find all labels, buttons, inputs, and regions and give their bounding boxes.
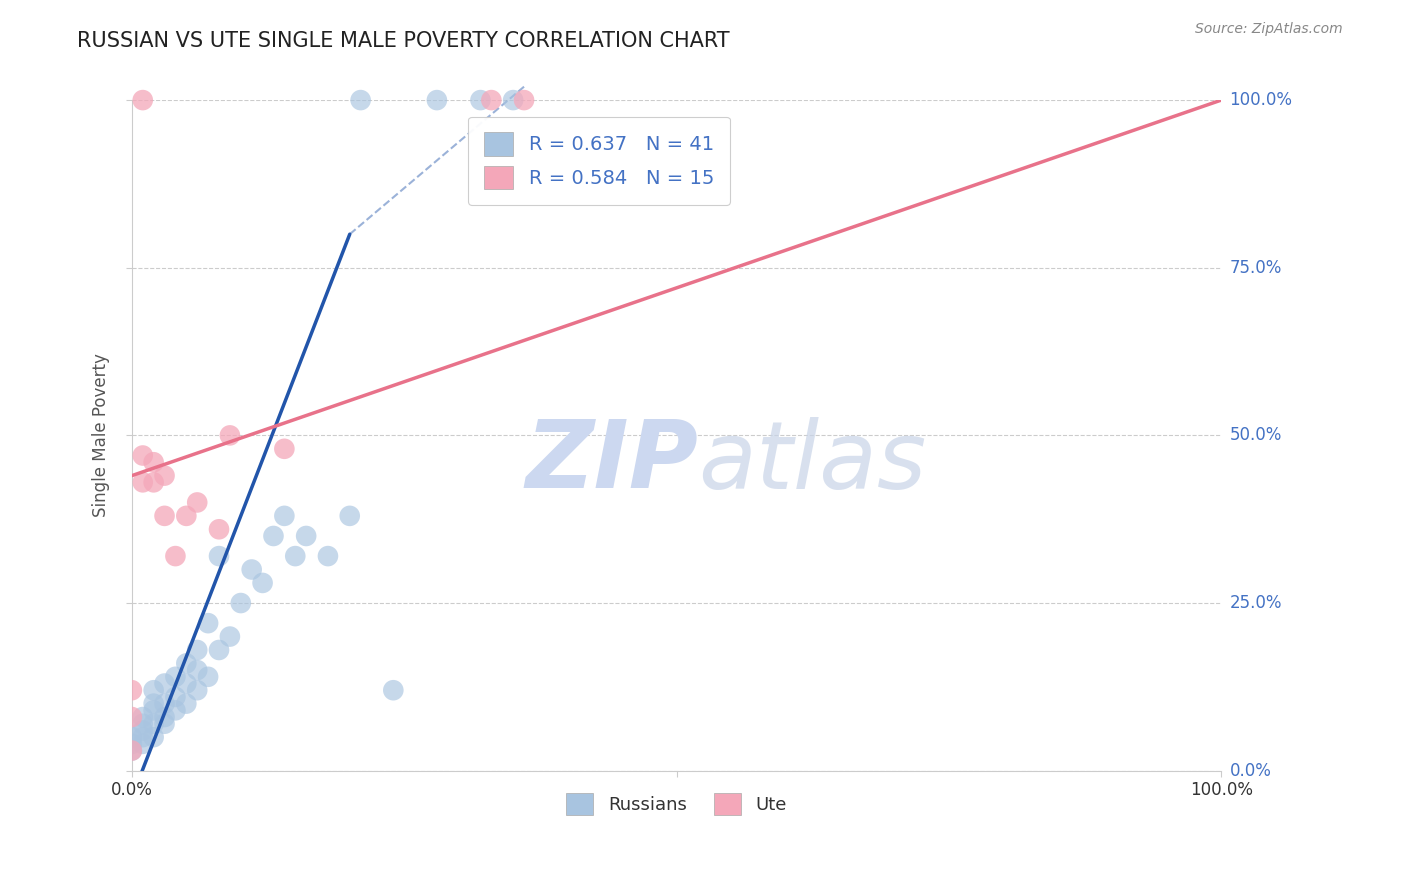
Point: [208, 643, 231, 657]
Point: [349, 93, 371, 107]
Legend: Russians, Ute: Russians, Ute: [560, 786, 794, 822]
Point: [142, 475, 165, 490]
Point: [197, 616, 219, 631]
Point: [186, 663, 208, 677]
Point: [186, 683, 208, 698]
Text: RUSSIAN VS UTE SINGLE MALE POVERTY CORRELATION CHART: RUSSIAN VS UTE SINGLE MALE POVERTY CORRE…: [77, 31, 730, 51]
Point: [208, 549, 231, 563]
Text: Source: ZipAtlas.com: Source: ZipAtlas.com: [1195, 22, 1343, 37]
Point: [142, 716, 165, 731]
Point: [229, 596, 252, 610]
Point: [176, 697, 198, 711]
Point: [316, 549, 339, 563]
Point: [382, 683, 405, 698]
Point: [219, 428, 242, 442]
Point: [176, 657, 198, 671]
Point: [142, 697, 165, 711]
Point: [153, 716, 176, 731]
Point: [208, 522, 231, 536]
Point: [153, 676, 176, 690]
Point: [165, 690, 187, 704]
Point: [132, 737, 155, 751]
Point: [263, 529, 285, 543]
Point: [186, 495, 208, 509]
Point: [142, 455, 165, 469]
Point: [121, 743, 143, 757]
Point: [121, 683, 143, 698]
Point: [339, 508, 361, 523]
Point: [153, 697, 176, 711]
Point: [284, 549, 307, 563]
Point: [132, 730, 155, 744]
Point: [165, 703, 187, 717]
Text: 0.0%: 0.0%: [1230, 762, 1271, 780]
Point: [153, 468, 176, 483]
Point: [153, 508, 176, 523]
Point: [176, 508, 198, 523]
Point: [502, 93, 524, 107]
Point: [121, 710, 143, 724]
Point: [142, 683, 165, 698]
Text: 50.0%: 50.0%: [1230, 426, 1282, 444]
Y-axis label: Single Male Poverty: Single Male Poverty: [93, 353, 110, 517]
Point: [252, 576, 274, 591]
Point: [121, 743, 143, 757]
Point: [142, 703, 165, 717]
Text: ZIP: ZIP: [526, 417, 699, 508]
Point: [273, 508, 295, 523]
Point: [142, 730, 165, 744]
Point: [132, 716, 155, 731]
Text: 100.0%: 100.0%: [1230, 91, 1292, 109]
Point: [176, 676, 198, 690]
Point: [197, 670, 219, 684]
Point: [470, 93, 492, 107]
Text: 75.0%: 75.0%: [1230, 259, 1282, 277]
Text: atlas: atlas: [699, 417, 927, 508]
Point: [165, 549, 187, 563]
Point: [240, 562, 263, 576]
Point: [513, 93, 536, 107]
Point: [186, 643, 208, 657]
Point: [132, 449, 155, 463]
Point: [153, 710, 176, 724]
Point: [273, 442, 295, 456]
Point: [165, 670, 187, 684]
Text: 25.0%: 25.0%: [1230, 594, 1282, 612]
Point: [219, 630, 242, 644]
Point: [132, 93, 155, 107]
Point: [121, 737, 143, 751]
Point: [132, 710, 155, 724]
Point: [295, 529, 318, 543]
Point: [132, 723, 155, 738]
Point: [121, 730, 143, 744]
Point: [479, 93, 502, 107]
Point: [426, 93, 449, 107]
Point: [132, 475, 155, 490]
